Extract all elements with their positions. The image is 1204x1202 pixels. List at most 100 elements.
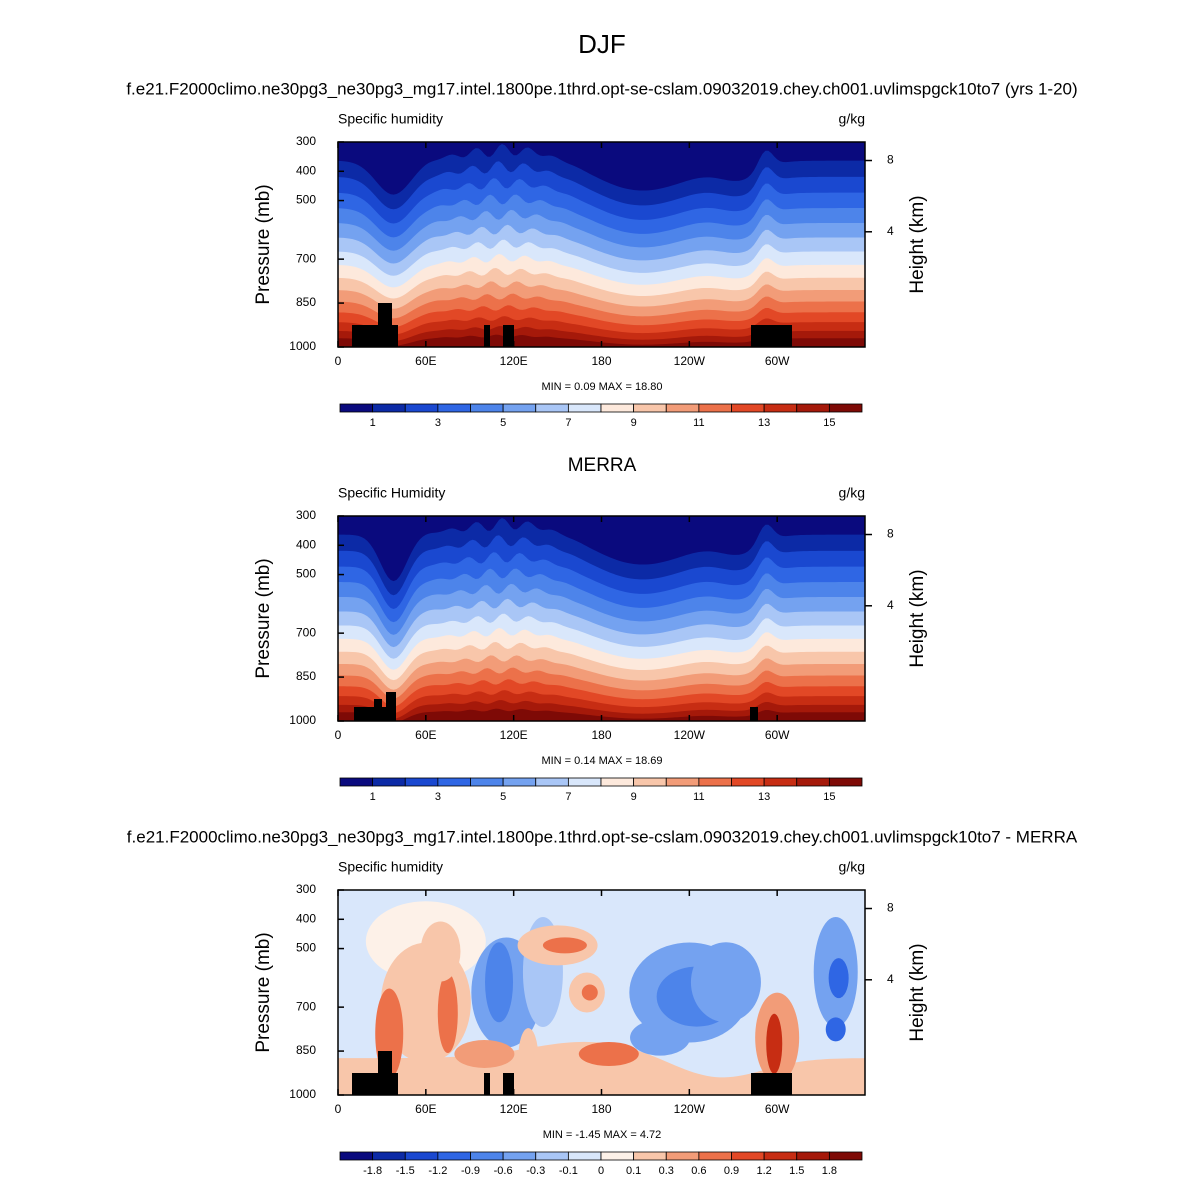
colorbar-label: 11: [693, 791, 704, 803]
colorbar-box: [600, 403, 635, 413]
colorbar-box: [567, 403, 602, 413]
y-tick-label: 700: [296, 625, 316, 639]
colorbar-label: 7: [565, 417, 571, 429]
topography: [378, 303, 392, 347]
colorbar-label: 15: [823, 791, 835, 803]
colorbar-label: 11: [693, 417, 704, 429]
colorbar-box: [339, 403, 374, 413]
y-tick-label: 400: [296, 163, 316, 177]
colorbar-box: [372, 777, 406, 787]
colorbar-box: [763, 1151, 798, 1161]
field-blob: [630, 1019, 691, 1056]
colorbar-label: 1.5: [789, 1165, 804, 1177]
colorbar-label: 0.6: [691, 1165, 706, 1177]
x-tick-label: 60E: [415, 1102, 436, 1116]
colorbar-box: [633, 777, 667, 787]
colorbar-box: [502, 403, 537, 413]
colorbar-box: [437, 403, 471, 413]
field-blob: [578, 1042, 639, 1066]
stats: MIN = -1.45 MAX = 4.72: [543, 1129, 662, 1141]
y2-tick-label: 8: [887, 527, 894, 541]
colorbar-box: [437, 1151, 471, 1161]
stats: MIN = 0.09 MAX = 18.80: [541, 381, 662, 393]
field-blob: [828, 958, 849, 999]
x-tick-label: 180: [591, 728, 611, 742]
panel-right-label: g/kg: [839, 485, 865, 501]
stats: MIN = 0.14 MAX = 18.69: [541, 755, 662, 767]
colorbar-label: -1.5: [396, 1165, 415, 1177]
colorbar-box: [372, 403, 406, 413]
field-blob: [437, 973, 458, 1053]
colorbar-label: 5: [500, 417, 506, 429]
colorbar-label: 7: [565, 791, 571, 803]
field: [338, 890, 865, 1095]
colorbar-label: 9: [631, 417, 637, 429]
y2-axis-label: Height (km): [907, 569, 928, 667]
colorbar-box: [731, 1151, 765, 1161]
colorbar-box: [698, 1151, 732, 1161]
colorbar-box: [828, 403, 863, 413]
y-tick-label: 1000: [289, 339, 316, 353]
topography: [484, 1073, 490, 1095]
colorbar-box: [828, 777, 863, 787]
colorbar-label: -1.8: [363, 1165, 382, 1177]
x-tick-label: 60E: [415, 354, 436, 368]
colorbar-box: [665, 403, 700, 413]
x-tick-label: 60E: [415, 728, 436, 742]
colorbar-box: [633, 1151, 667, 1161]
field-blob: [766, 1013, 783, 1074]
colorbar-box: [633, 403, 667, 413]
x-tick-label: 0: [335, 728, 342, 742]
colorbar-label: -0.3: [526, 1165, 545, 1177]
colorbar-label: 1.2: [756, 1165, 771, 1177]
colorbar-box: [502, 777, 537, 787]
colorbar-label: 5: [500, 791, 506, 803]
colorbar-box: [698, 403, 732, 413]
colorbar-box: [404, 1151, 439, 1161]
y-tick-label: 1000: [289, 1087, 316, 1101]
x-tick-label: 0: [335, 1102, 342, 1116]
y-tick-label: 850: [296, 295, 316, 309]
field-blob: [690, 942, 761, 1023]
field-band: [338, 142, 865, 195]
colorbar-label: 15: [823, 417, 835, 429]
colorbar-box: [600, 1151, 635, 1161]
colorbar-label: -0.6: [494, 1165, 513, 1177]
y-tick-label: 700: [296, 251, 316, 265]
y-tick-label: 300: [296, 882, 316, 896]
field-band: [338, 1041, 865, 1095]
y2-tick-label: 4: [887, 972, 894, 986]
y-axis-label: Pressure (mb): [253, 184, 274, 304]
x-tick-label: 120E: [500, 728, 528, 742]
x-tick-label: 120W: [674, 728, 706, 742]
y-tick-label: 400: [296, 537, 316, 551]
y-tick-label: 500: [296, 567, 316, 581]
figure-title: DJF: [578, 29, 626, 59]
y2-axis-label: Height (km): [907, 195, 928, 293]
panel-right-label: g/kg: [839, 111, 865, 127]
x-tick-label: 60W: [765, 728, 790, 742]
colorbar-label: 3: [435, 417, 441, 429]
x-tick-label: 60W: [765, 354, 790, 368]
x-tick-label: 60W: [765, 1102, 790, 1116]
field-blob: [518, 1028, 539, 1089]
y2-tick-label: 4: [887, 598, 894, 612]
y-tick-label: 1000: [289, 713, 316, 727]
colorbar-label: 0.9: [724, 1165, 739, 1177]
colorbar-box: [535, 777, 569, 787]
colorbar-label: 1: [370, 417, 376, 429]
colorbar-box: [437, 777, 471, 787]
topography: [374, 699, 382, 721]
colorbar-box: [731, 403, 765, 413]
colorbar-box: [535, 403, 569, 413]
panel-left-label: Specific Humidity: [338, 485, 445, 501]
colorbar-box: [470, 777, 504, 787]
field-blob: [581, 984, 598, 1001]
colorbar-label: 1.8: [822, 1165, 837, 1177]
panel-left-label: Specific humidity: [338, 859, 443, 875]
colorbar-label: -0.1: [559, 1165, 578, 1177]
field-blob: [542, 937, 587, 954]
topography: [378, 1051, 392, 1095]
y-tick-label: 700: [296, 999, 316, 1013]
